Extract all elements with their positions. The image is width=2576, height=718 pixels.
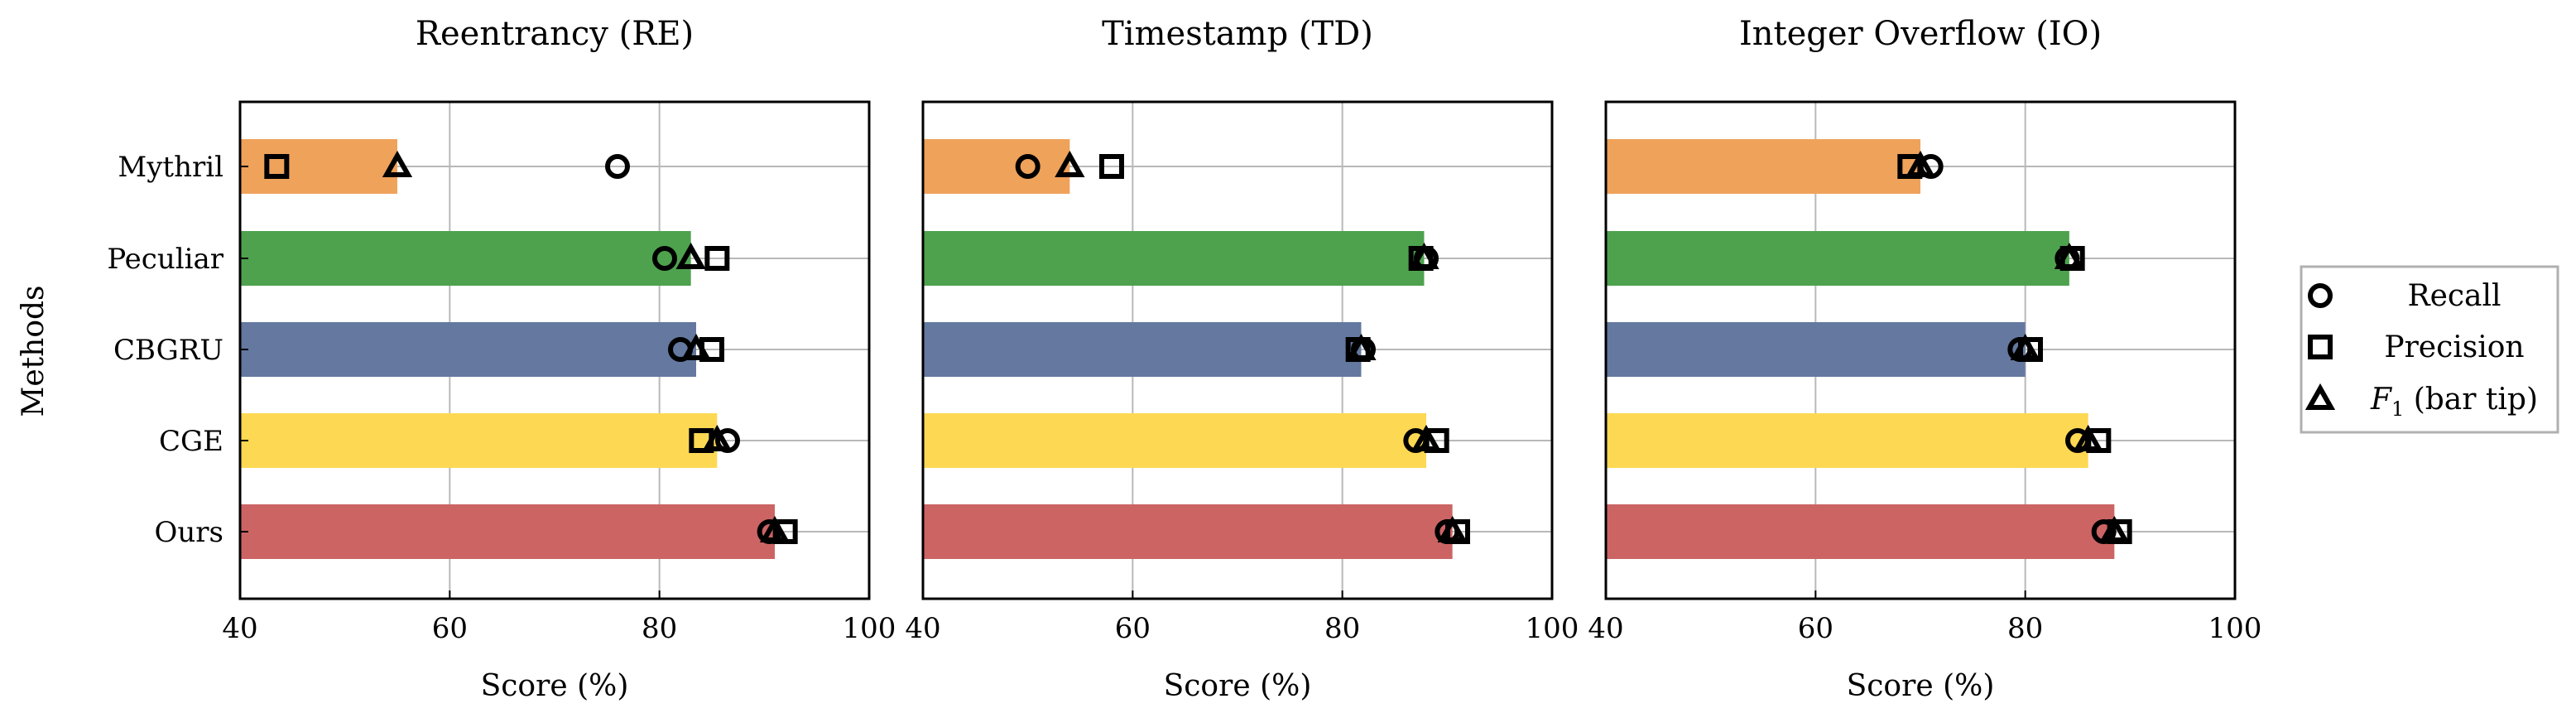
panel-title: Timestamp (TD) — [1102, 15, 1373, 53]
triangle-marker-cbgru — [2010, 333, 2040, 360]
bar-peculiar — [240, 231, 691, 286]
x-tick-label: 100 — [843, 612, 896, 645]
triangle-marker-peculiar — [1409, 242, 1439, 269]
circle-marker-mythril — [605, 154, 630, 179]
triangle-marker-cbgru — [680, 333, 712, 360]
y-axis-label: Methods — [17, 285, 50, 417]
bar-ours — [240, 504, 775, 559]
x-axis-label: Score (%) — [1164, 669, 1312, 703]
legend: Recall Precision F1 (bar tip) — [2300, 265, 2559, 434]
x-tick-label: 80 — [642, 612, 677, 645]
triangle-marker-ours — [2099, 515, 2130, 542]
x-tick-label: 60 — [1798, 612, 1833, 645]
triangle-marker-peculiar — [675, 242, 706, 269]
square-marker-mythril — [264, 154, 290, 179]
plot-frame — [921, 100, 1554, 600]
legend-circle-icon — [2308, 283, 2333, 308]
triangle-marker-cbgru — [1346, 333, 1377, 360]
legend-label-2: Precision — [2384, 330, 2524, 364]
triangle-marker-mythril — [382, 150, 413, 177]
triangle-marker-cge — [2073, 424, 2103, 451]
bar-mythril — [923, 139, 1070, 194]
bar-mythril — [1606, 139, 1920, 194]
plot-frame — [1604, 100, 2237, 600]
triangle-marker-ours — [1437, 515, 1468, 542]
y-tick-label-mythril: Mythril — [118, 151, 223, 184]
legend-label-3: F1 (bar tip) — [2370, 383, 2538, 421]
legend-label-1: Recall — [2407, 279, 2501, 313]
triangle-marker-peculiar — [2054, 242, 2085, 269]
triangle-marker-ours — [759, 515, 791, 542]
bar-ours — [923, 504, 1453, 559]
x-axis-label: Score (%) — [481, 669, 629, 703]
triangle-marker-mythril — [1055, 150, 1085, 177]
bar-cbgru — [923, 322, 1362, 377]
x-tick-label: 100 — [1526, 612, 1579, 645]
legend-square-icon — [2308, 335, 2333, 359]
bar-cbgru — [240, 322, 696, 377]
x-tick-label: 40 — [905, 612, 940, 645]
bar-cge — [240, 413, 718, 468]
bar-mythril — [240, 139, 397, 194]
x-tick-label: 40 — [1588, 612, 1623, 645]
x-tick-label: 80 — [2007, 612, 2043, 645]
triangle-marker-cge — [702, 424, 733, 451]
legend-triangle-icon — [2304, 383, 2336, 410]
y-tick-label-ours: Ours — [155, 516, 223, 549]
bar-peculiar — [923, 231, 1425, 286]
bar-cbgru — [1606, 322, 2026, 377]
panel-3: 40 60 80 100 Integer Overflow (IO) Score (%) — [1588, 15, 2261, 703]
square-marker-mythril — [1099, 154, 1124, 179]
bar-cge — [1606, 413, 2088, 468]
x-tick-label: 80 — [1324, 612, 1360, 645]
triangle-marker-mythril — [1905, 150, 1936, 177]
panels: 40 60 80 100 Mythril Peculiar CBGRU CGE Ours Reen… — [107, 15, 2261, 703]
y-tick-label-cge: CGE — [159, 425, 223, 458]
circle-marker-mythril — [1015, 154, 1040, 179]
y-tick-label-peculiar: Peculiar — [107, 243, 223, 276]
x-axis-label: Score (%) — [1847, 669, 1995, 703]
bar-ours — [1606, 504, 2115, 559]
bar-peculiar — [1606, 231, 2069, 286]
panel-title: Reentrancy (RE) — [416, 15, 694, 53]
legend-box — [2300, 265, 2559, 434]
x-tick-label: 40 — [222, 612, 257, 645]
x-tick-label: 60 — [1115, 612, 1151, 645]
circle-marker-peculiar — [652, 246, 677, 271]
x-tick-label: 60 — [432, 612, 468, 645]
triangle-marker-cge — [1411, 424, 1442, 451]
x-tick-label: 100 — [2208, 612, 2262, 645]
square-marker-peculiar — [704, 246, 730, 271]
panel-2: 40 60 80 100 Timestamp (TD) Score (%) — [905, 15, 1579, 703]
panel-title: Integer Overflow (IO) — [1739, 15, 2102, 53]
y-tick-label-cbgru: CBGRU — [113, 334, 223, 367]
panel-1: 40 60 80 100 Mythril Peculiar CBGRU CGE Ours Reen… — [107, 15, 896, 703]
bar-cge — [923, 413, 1426, 468]
